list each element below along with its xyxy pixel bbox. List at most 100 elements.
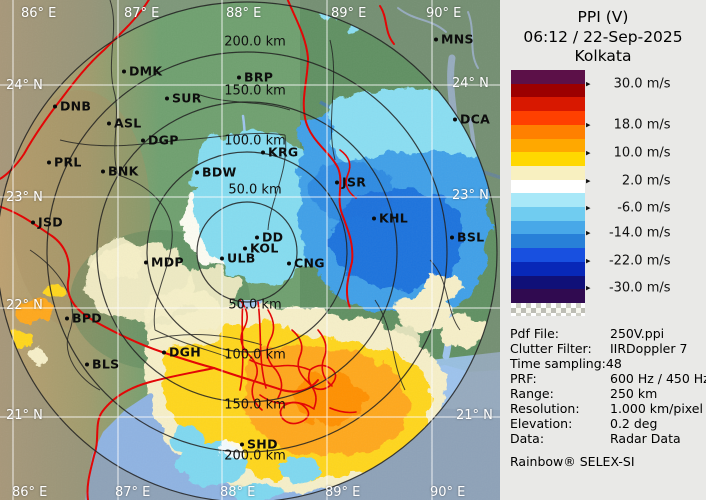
station-marker-cng: CNG [287, 256, 325, 271]
color-band [511, 165, 585, 180]
lat-label-left-23n: 23° N [6, 190, 43, 205]
station-marker-jsr: JSR [335, 175, 366, 190]
radar-ppi-display[interactable]: 86° E 87° E 88° E 89° E 90° E 86° E 87° … [0, 0, 500, 500]
station-dot [287, 261, 291, 265]
station-marker-kol: KOL [243, 241, 279, 256]
color-band [511, 111, 585, 125]
ring-label-50km-bottom: 50.0 km [228, 297, 282, 313]
station-dot [85, 362, 89, 366]
legend-tick-m14: ▸ -14.0 m/s [586, 225, 671, 241]
color-band [511, 70, 585, 84]
ring-label-50km-top: 50.0 km [228, 182, 282, 198]
station-marker-jsd: JSD [31, 215, 63, 230]
lon-label-top-86e: 86° E [21, 6, 57, 21]
station-dot [237, 75, 241, 79]
color-band [511, 179, 585, 194]
station-marker-prl: PRL [47, 155, 82, 170]
legend-tick-18: ▸ 18.0 m/s [586, 117, 671, 133]
lat-label-right-24n: 24° N [452, 76, 489, 91]
color-band [511, 275, 585, 290]
lon-label-top-89e: 89° E [331, 6, 367, 21]
scan-datetime: 06:12 / 22-Sep-2025 [523, 27, 683, 46]
tick-arrow-icon: ▸ [586, 256, 591, 266]
station-dot [141, 138, 145, 142]
color-band [511, 124, 585, 139]
scan-parameters: Pdf File: 250V.ppi Clutter Filter: IIRDopp… [510, 326, 706, 469]
tick-arrow-icon: ▸ [586, 148, 591, 158]
station-dot [144, 260, 148, 264]
threshold-checker-band [511, 303, 585, 316]
station-dot [162, 350, 166, 354]
lon-label-bottom-88e: 88° E [220, 485, 256, 500]
station-marker-asl: ASL [107, 116, 142, 131]
station-dot [243, 246, 247, 250]
station-marker-dd: DD [255, 230, 283, 245]
station-marker-dmk: DMK [122, 64, 162, 79]
color-band [511, 234, 585, 249]
ring-label-150km-top: 150.0 km [224, 83, 286, 99]
station-dot [372, 216, 376, 220]
legend-tick-10: ▸ 10.0 m/s [586, 145, 671, 161]
station-marker-khl: KHL [372, 211, 408, 226]
lon-label-bottom-87e: 87° E [115, 485, 151, 500]
radar-site-name: Kolkata [574, 47, 632, 65]
station-dot [261, 150, 265, 154]
station-marker-bdw: BDW [195, 165, 237, 180]
station-dot [165, 96, 169, 100]
lat-label-left-21n: 21° N [6, 408, 43, 423]
lat-label-right-23n: 23° N [452, 188, 489, 203]
lat-label-right-21n: 21° N [456, 408, 493, 423]
station-marker-krg: KRG [261, 145, 298, 160]
station-marker-sur: SUR [165, 91, 202, 106]
ring-label-200km-top: 200.0 km [224, 34, 286, 50]
lat-label-left-24n: 24° N [6, 78, 43, 93]
title-block: PPI (V) 06:12 / 22-Sep-2025 Kolkata [500, 8, 706, 67]
lon-label-top-90e: 90° E [426, 6, 462, 21]
lat-label-left-22n: 22° N [6, 298, 43, 313]
color-band [511, 138, 585, 153]
station-dot [453, 117, 457, 121]
lon-label-top-88e: 88° E [226, 6, 262, 21]
tick-arrow-icon: ▸ [586, 176, 591, 186]
product-title: PPI (V) [577, 8, 629, 26]
param-row-resolution: Resolution: 1.000 km/pixel [510, 401, 703, 416]
color-band [511, 261, 585, 276]
station-marker-bnk: BNK [101, 164, 139, 179]
lon-label-bottom-86e: 86° E [12, 485, 48, 500]
ring-label-200km-bottom: 200.0 km [224, 448, 286, 464]
lon-label-bottom-89e: 89° E [325, 485, 361, 500]
info-panel: PPI (V) 06:12 / 22-Sep-2025 Kolkata ▸ 30.… [500, 0, 706, 500]
color-band [511, 248, 585, 262]
station-marker-bsl: BSL [450, 230, 484, 245]
station-marker-bls: BLS [85, 357, 119, 372]
station-marker-bpd: BPD [65, 311, 102, 326]
station-dot [450, 235, 454, 239]
param-row-elevation: Elevation: 0.2 deg [510, 416, 658, 431]
color-band [511, 83, 585, 98]
param-row-clutter-filter: Clutter Filter: IIRDoppler 7 [510, 341, 688, 356]
velocity-color-scale [511, 70, 585, 303]
station-dot [255, 235, 259, 239]
param-row-range: Range: 250 km [510, 386, 658, 401]
color-band [511, 220, 585, 235]
station-marker-mns: MNS [434, 32, 474, 47]
station-dot [101, 169, 105, 173]
tick-arrow-icon: ▸ [586, 228, 591, 238]
param-row-time-sampling: Time sampling: 48 [510, 356, 622, 371]
param-row-prf: PRF: 600 Hz / 450 Hz [510, 371, 706, 386]
station-dot [47, 160, 51, 164]
legend-tick-m22: ▸ -22.0 m/s [586, 253, 671, 269]
station-dot [122, 69, 126, 73]
station-dot [240, 442, 244, 446]
station-dot [107, 121, 111, 125]
legend-tick-2: ▸ 2.0 m/s [586, 173, 671, 189]
station-marker-shd: SHD [240, 437, 278, 452]
station-dot [220, 256, 224, 260]
color-band [511, 152, 585, 166]
color-band [511, 97, 585, 112]
station-marker-dgh: DGH [162, 345, 201, 360]
radar-map-canvas [0, 0, 500, 500]
lon-label-bottom-90e: 90° E [430, 485, 466, 500]
station-dot [434, 37, 438, 41]
